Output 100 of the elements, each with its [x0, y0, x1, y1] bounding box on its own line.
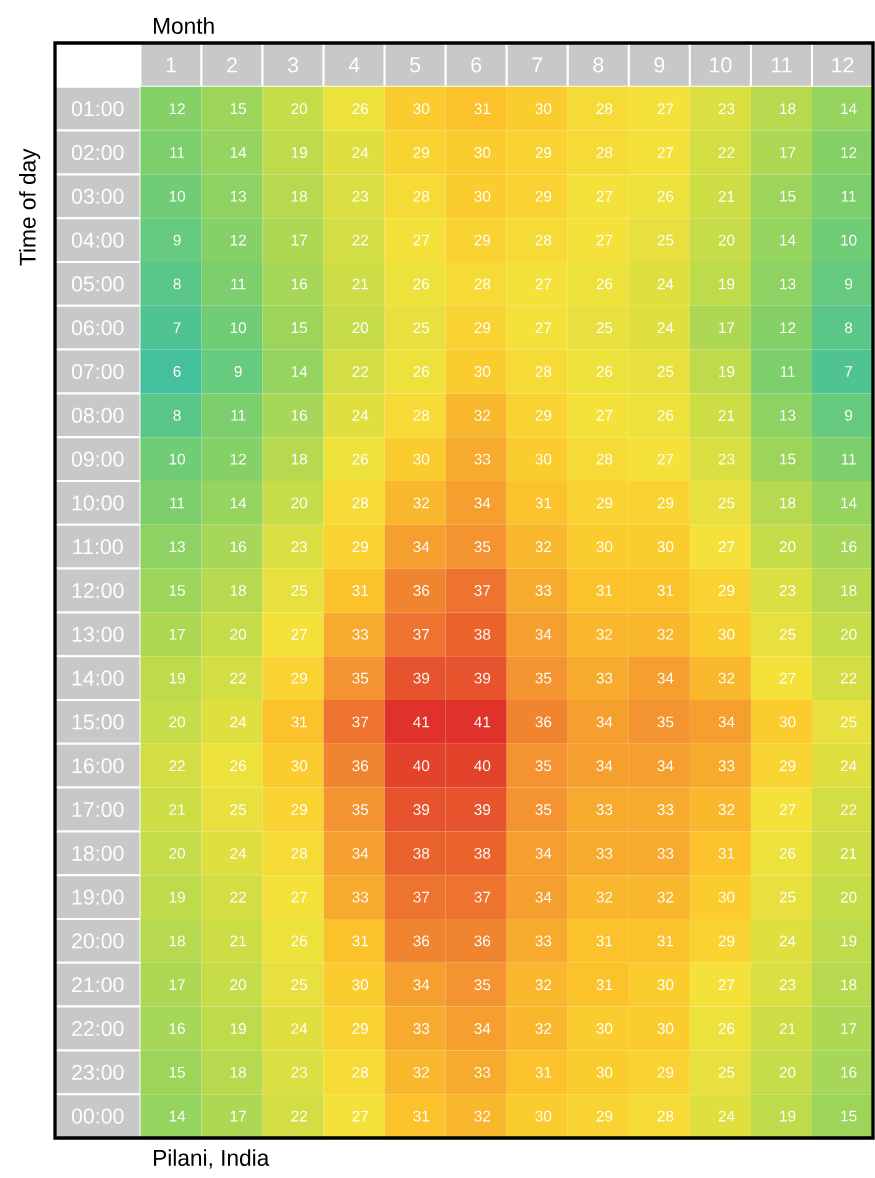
data-label: 30: [657, 1023, 674, 1034]
data-label: 33: [535, 585, 552, 596]
data-label: 7: [173, 322, 181, 333]
data-label: 26: [352, 103, 369, 115]
data-label: 33: [352, 891, 369, 903]
data-label: 28: [352, 497, 369, 509]
data-label: 21: [779, 1023, 796, 1034]
data-label: 32: [596, 628, 613, 640]
data-label: 18: [230, 585, 246, 596]
data-label: 37: [474, 585, 491, 596]
data-label: 26: [413, 278, 430, 290]
data-label: 26: [413, 366, 430, 377]
data-label: 18: [291, 453, 308, 465]
data-label: 16: [291, 278, 308, 290]
data-label: 6: [173, 366, 181, 377]
data-label: 26: [718, 1023, 735, 1034]
data-label: 28: [596, 103, 613, 115]
data-label: 22: [230, 891, 246, 903]
data-label: 16: [841, 1066, 857, 1078]
data-label: 17: [719, 322, 735, 333]
data-label: 40: [413, 760, 430, 772]
data-label: 27: [779, 804, 796, 815]
data-label: 24: [840, 760, 857, 772]
data-label: 25: [718, 1066, 735, 1078]
data-label: 27: [596, 190, 613, 202]
data-label: 34: [657, 760, 674, 772]
data-label: 11: [780, 366, 795, 377]
data-label: 33: [352, 628, 369, 640]
data-label: 39: [413, 804, 430, 815]
data-label: 39: [413, 672, 430, 684]
data-label: 14: [780, 234, 796, 246]
data-label: 29: [779, 760, 796, 772]
data-label: 31: [596, 585, 613, 596]
data-label: 13: [230, 190, 246, 202]
data-label: 25: [230, 804, 247, 815]
data-label: 14: [169, 1110, 186, 1122]
data-label: 31: [596, 979, 613, 991]
data-label: 33: [474, 1066, 491, 1078]
data-label: 14: [841, 103, 857, 114]
data-label: 23: [291, 1066, 308, 1078]
data-label: 25: [291, 585, 308, 596]
data-label: 26: [352, 453, 369, 465]
data-label: 36: [474, 935, 491, 947]
data-label: 19: [841, 935, 857, 947]
data-label: 20: [169, 716, 186, 728]
data-label: 30: [596, 541, 613, 553]
data-label: 20: [779, 1066, 796, 1078]
data-label: 36: [413, 585, 430, 596]
data-label: 12: [780, 322, 796, 334]
data-label: 14: [230, 497, 247, 509]
data-label: 31: [474, 103, 491, 115]
data-label: 27: [657, 147, 674, 158]
data-label: 18: [230, 1066, 246, 1078]
data-label: 36: [413, 935, 430, 947]
data-label: 32: [413, 497, 430, 509]
data-label: 10: [841, 234, 857, 246]
data-label: 11: [231, 278, 246, 290]
data-label: 25: [840, 716, 857, 728]
data-label: 31: [413, 1110, 430, 1122]
data-label: 23: [779, 585, 796, 596]
data-label: 26: [657, 409, 674, 421]
data-label: 15: [291, 322, 308, 334]
data-label: 29: [474, 322, 491, 334]
data-label: 21: [230, 935, 246, 947]
data-label: 10: [169, 190, 186, 202]
data-label: 25: [413, 322, 430, 334]
data-label: 21: [169, 804, 185, 815]
x-axis-title: Month: [154, 17, 214, 34]
data-label: 34: [413, 541, 430, 553]
data-label: 34: [352, 847, 369, 859]
data-label: 32: [657, 891, 674, 903]
data-label: 28: [657, 1110, 674, 1122]
data-label: 31: [657, 585, 674, 596]
data-label: 37: [474, 891, 491, 903]
data-label: 15: [169, 1066, 185, 1078]
data-label: 23: [779, 979, 796, 991]
data-label: 34: [413, 979, 430, 991]
data-label: 22: [169, 760, 185, 772]
data-label: 29: [596, 497, 613, 509]
data-label: 11: [841, 453, 856, 465]
y-axis-title: Time of day: [19, 148, 41, 266]
data-label: 12: [169, 103, 185, 115]
data-label: 37: [413, 628, 430, 640]
data-label: 15: [780, 190, 796, 202]
data-label: 9: [845, 409, 853, 421]
data-label: 29: [291, 672, 307, 684]
data-label: 31: [535, 497, 552, 509]
data-label: 28: [474, 278, 491, 290]
data-label: 29: [718, 935, 735, 947]
data-label: 29: [657, 497, 674, 509]
data-label: 18: [841, 979, 857, 991]
data-label: 33: [596, 847, 613, 859]
data-label: 24: [657, 322, 674, 334]
data-label: 28: [596, 453, 613, 465]
data-label: 31: [657, 935, 674, 947]
data-label: 11: [170, 497, 185, 509]
data-label: 18: [780, 497, 796, 509]
data-label: 22: [352, 366, 368, 377]
data-label: 34: [535, 628, 552, 640]
data-label: 31: [718, 847, 735, 859]
